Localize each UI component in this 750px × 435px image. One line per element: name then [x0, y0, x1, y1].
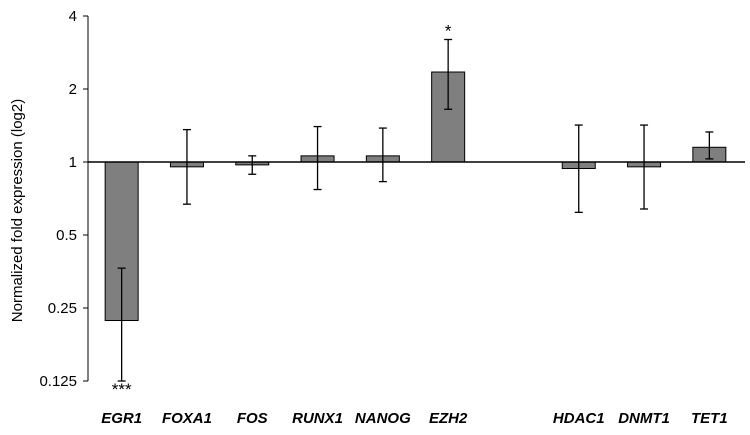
category-label: EZH2: [429, 410, 468, 427]
category-label: RUNX1: [292, 410, 343, 427]
category-label: EGR1: [101, 410, 142, 427]
y-ticks-group: 0.125 0.25 0.5 1 2 4: [39, 8, 88, 390]
y-tick-label: 0.125: [39, 373, 77, 390]
category-labels-group: EGR1 FOXA1 FOS RUNX1 NANOG EZH2 HDAC1 DNMT1 TET1: [101, 410, 727, 427]
y-tick-label: 2: [69, 81, 77, 98]
y-tick-label: 0.5: [56, 227, 77, 244]
y-tick-label: 0.25: [48, 300, 77, 317]
category-label: DNMT1: [618, 410, 670, 427]
significance-mark: *: [445, 22, 452, 41]
significance-mark: ***: [112, 380, 132, 399]
y-tick-label: 4: [69, 8, 77, 25]
category-label: TET1: [691, 410, 728, 427]
category-label: FOXA1: [162, 410, 212, 427]
category-label: HDAC1: [553, 410, 605, 427]
error-bars-group: [117, 38, 714, 382]
y-tick-label: 1: [69, 154, 77, 171]
y-axis-title: Normalized fold expression (log2): [9, 99, 26, 322]
bars-group: [104, 71, 727, 322]
category-label: NANOG: [355, 410, 411, 427]
significance-marks-group: ****: [112, 22, 452, 399]
category-label: FOS: [237, 410, 268, 427]
